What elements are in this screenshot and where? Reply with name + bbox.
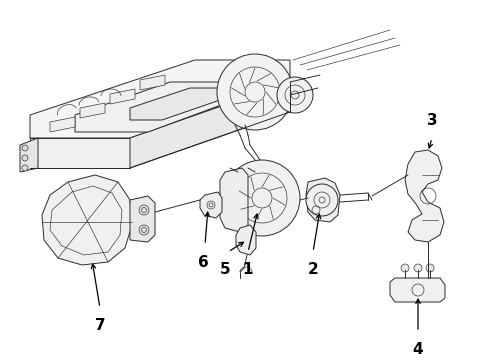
Circle shape [22, 145, 28, 151]
Polygon shape [405, 150, 444, 242]
Circle shape [139, 205, 149, 215]
Polygon shape [236, 225, 256, 255]
Polygon shape [20, 138, 38, 172]
Polygon shape [50, 117, 75, 132]
Polygon shape [220, 168, 248, 232]
Text: 3: 3 [427, 113, 437, 128]
Polygon shape [130, 196, 155, 242]
Polygon shape [306, 178, 340, 222]
Circle shape [426, 264, 434, 272]
Text: 5: 5 [220, 262, 230, 277]
Circle shape [22, 155, 28, 161]
Polygon shape [30, 138, 130, 168]
Text: 4: 4 [413, 342, 423, 357]
Circle shape [224, 160, 300, 236]
Polygon shape [30, 60, 290, 138]
Polygon shape [110, 89, 135, 104]
Circle shape [217, 54, 293, 130]
Polygon shape [390, 278, 445, 302]
Text: 6: 6 [197, 255, 208, 270]
Circle shape [277, 77, 313, 113]
Text: 2: 2 [308, 262, 319, 277]
Circle shape [139, 225, 149, 235]
Polygon shape [42, 175, 132, 265]
Polygon shape [75, 82, 240, 132]
Text: 7: 7 [95, 318, 105, 333]
Circle shape [22, 165, 28, 171]
Text: 1: 1 [243, 262, 253, 277]
Polygon shape [130, 82, 290, 168]
Circle shape [306, 184, 338, 216]
Circle shape [414, 264, 422, 272]
Polygon shape [200, 192, 222, 218]
Polygon shape [130, 88, 220, 120]
Polygon shape [80, 103, 105, 118]
Circle shape [401, 264, 409, 272]
Polygon shape [140, 75, 165, 90]
